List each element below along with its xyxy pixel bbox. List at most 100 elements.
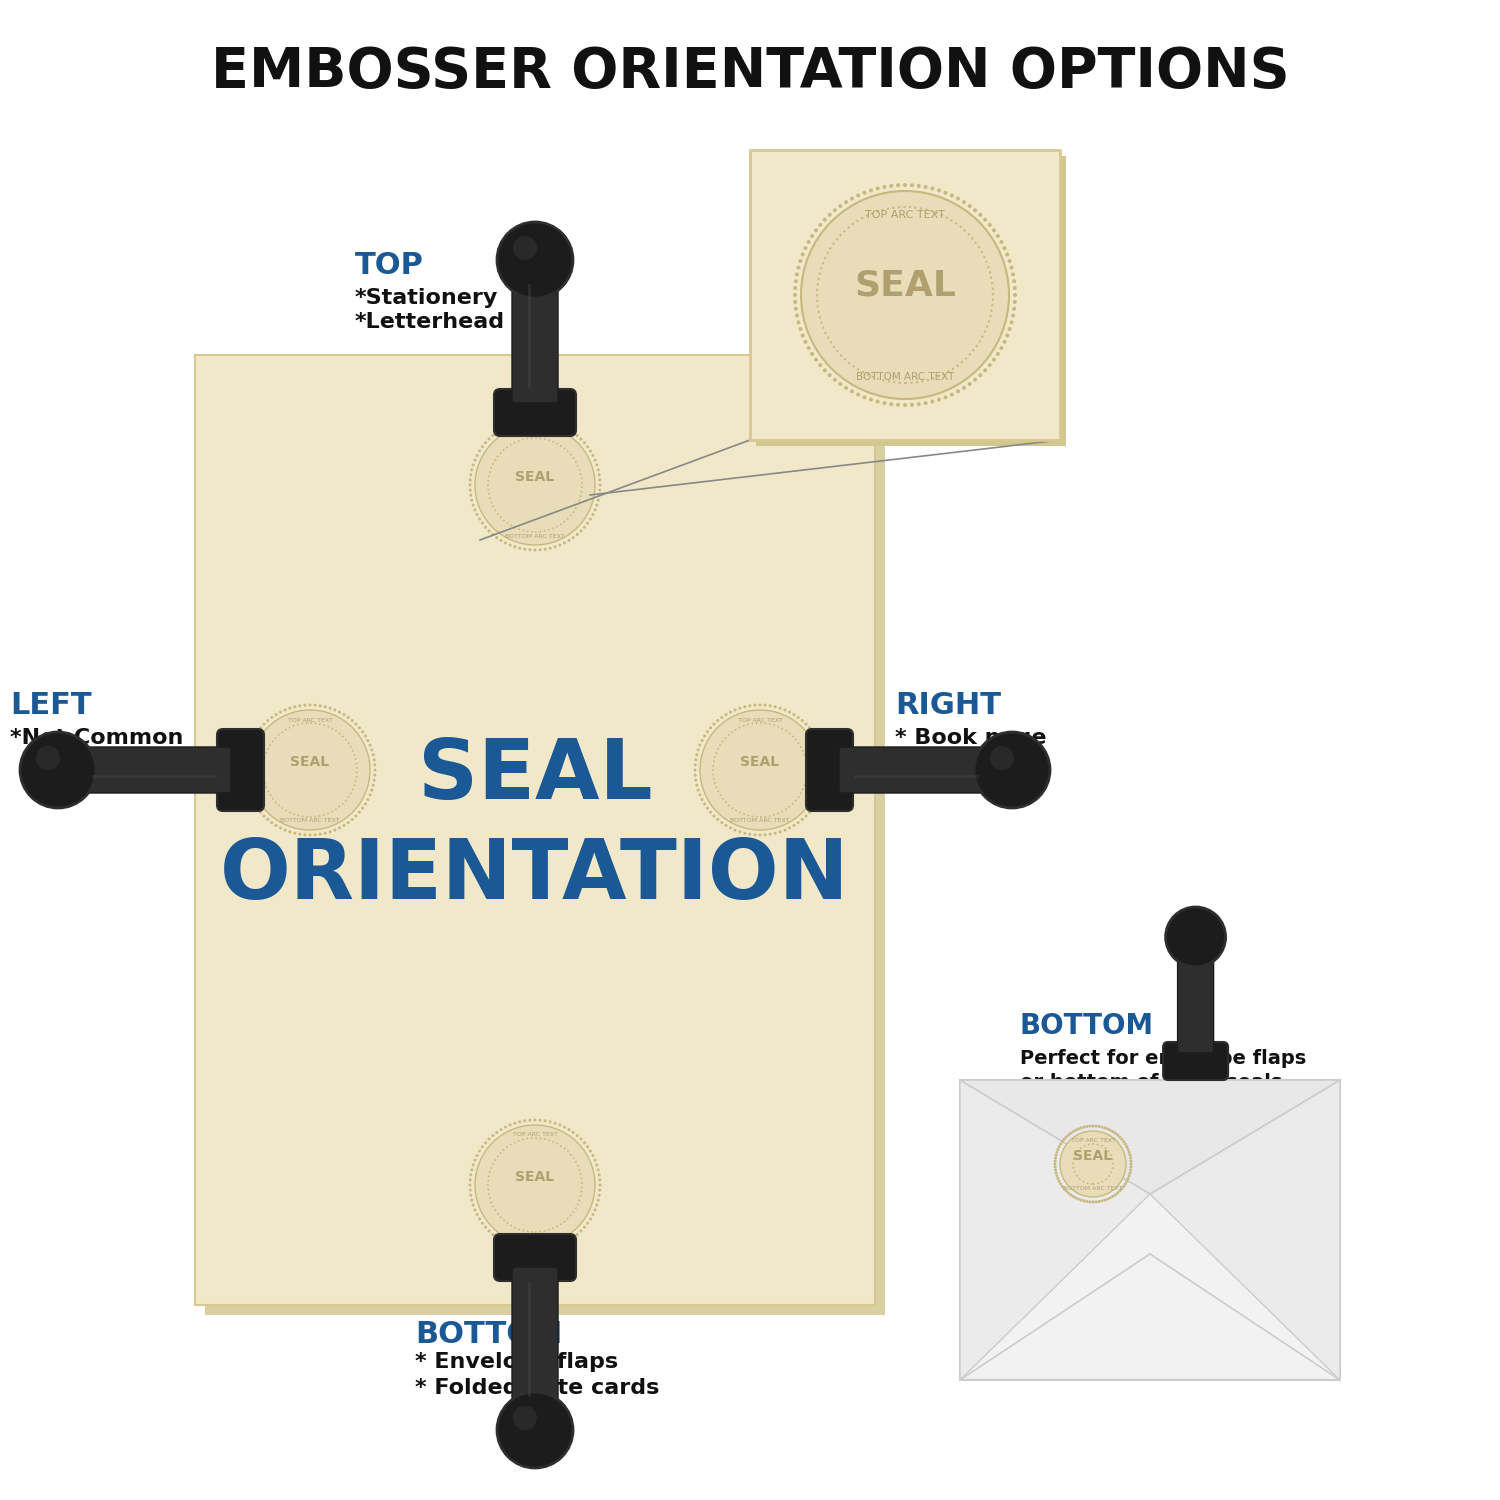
Circle shape bbox=[1102, 1126, 1106, 1130]
Circle shape bbox=[1053, 1162, 1056, 1166]
Text: TOP: TOP bbox=[356, 251, 424, 280]
Circle shape bbox=[801, 818, 804, 821]
Text: SEAL: SEAL bbox=[1074, 1149, 1113, 1162]
Circle shape bbox=[251, 798, 254, 801]
Circle shape bbox=[1008, 260, 1011, 262]
Circle shape bbox=[549, 1246, 552, 1250]
Circle shape bbox=[720, 716, 723, 718]
Circle shape bbox=[584, 1226, 586, 1228]
Circle shape bbox=[513, 1245, 516, 1248]
Circle shape bbox=[693, 764, 696, 766]
Circle shape bbox=[246, 789, 249, 792]
Circle shape bbox=[1125, 1180, 1128, 1184]
Circle shape bbox=[818, 363, 822, 368]
Circle shape bbox=[279, 827, 282, 830]
Circle shape bbox=[768, 705, 771, 708]
Circle shape bbox=[1062, 1138, 1065, 1142]
Circle shape bbox=[753, 704, 756, 706]
Text: BOTTOM: BOTTOM bbox=[416, 1320, 562, 1348]
Circle shape bbox=[267, 818, 270, 821]
Circle shape bbox=[1070, 1132, 1072, 1136]
Circle shape bbox=[594, 1209, 597, 1212]
Circle shape bbox=[500, 538, 502, 542]
Circle shape bbox=[579, 1137, 582, 1140]
Circle shape bbox=[795, 314, 800, 318]
Circle shape bbox=[372, 759, 375, 762]
Circle shape bbox=[1089, 1200, 1092, 1203]
Circle shape bbox=[482, 522, 484, 525]
Circle shape bbox=[810, 234, 814, 238]
Circle shape bbox=[476, 424, 596, 544]
Circle shape bbox=[476, 1214, 478, 1216]
Circle shape bbox=[354, 815, 357, 818]
FancyBboxPatch shape bbox=[206, 364, 885, 1316]
Circle shape bbox=[1013, 292, 1017, 297]
Circle shape bbox=[839, 382, 843, 386]
Circle shape bbox=[596, 1164, 598, 1167]
Circle shape bbox=[1060, 1185, 1064, 1188]
Text: SEAL: SEAL bbox=[516, 470, 555, 484]
Circle shape bbox=[538, 419, 542, 422]
Circle shape bbox=[528, 1119, 531, 1122]
Circle shape bbox=[1060, 1131, 1126, 1197]
Circle shape bbox=[484, 441, 488, 444]
Text: * Book page: * Book page bbox=[896, 728, 1047, 748]
Circle shape bbox=[944, 396, 948, 399]
Text: SEAL: SEAL bbox=[853, 268, 956, 302]
Circle shape bbox=[696, 748, 699, 752]
Circle shape bbox=[554, 1245, 556, 1248]
Circle shape bbox=[476, 454, 478, 458]
Circle shape bbox=[370, 748, 374, 752]
Circle shape bbox=[828, 213, 831, 217]
Circle shape bbox=[598, 1184, 602, 1186]
Circle shape bbox=[1122, 1140, 1125, 1143]
Circle shape bbox=[700, 710, 820, 830]
Circle shape bbox=[598, 478, 602, 482]
Circle shape bbox=[1116, 1134, 1119, 1137]
Circle shape bbox=[374, 774, 376, 777]
Circle shape bbox=[938, 398, 940, 402]
Circle shape bbox=[474, 1209, 477, 1212]
Circle shape bbox=[974, 378, 976, 382]
Circle shape bbox=[804, 246, 807, 250]
Circle shape bbox=[249, 794, 252, 796]
Circle shape bbox=[468, 1184, 471, 1186]
Text: SEAL: SEAL bbox=[417, 735, 652, 816]
Circle shape bbox=[509, 543, 512, 546]
Circle shape bbox=[694, 778, 698, 782]
Circle shape bbox=[538, 549, 542, 552]
Circle shape bbox=[850, 390, 853, 393]
Circle shape bbox=[1070, 1192, 1072, 1196]
Circle shape bbox=[342, 824, 345, 827]
Circle shape bbox=[519, 1246, 522, 1250]
Circle shape bbox=[804, 815, 807, 818]
Text: *Not Common: *Not Common bbox=[10, 728, 183, 748]
Circle shape bbox=[513, 422, 516, 424]
Circle shape bbox=[249, 744, 252, 747]
Circle shape bbox=[572, 430, 574, 433]
Text: BOTTOM ARC TEXT: BOTTOM ARC TEXT bbox=[856, 372, 954, 382]
FancyBboxPatch shape bbox=[512, 1268, 558, 1413]
Circle shape bbox=[812, 807, 814, 810]
Circle shape bbox=[796, 716, 800, 718]
Circle shape bbox=[244, 759, 248, 762]
Circle shape bbox=[474, 459, 477, 462]
Text: ORIENTATION: ORIENTATION bbox=[220, 834, 849, 915]
Circle shape bbox=[324, 831, 327, 834]
FancyBboxPatch shape bbox=[494, 388, 576, 436]
Circle shape bbox=[1080, 1126, 1083, 1130]
Circle shape bbox=[346, 716, 350, 718]
Circle shape bbox=[528, 1248, 531, 1251]
Circle shape bbox=[1101, 1125, 1104, 1128]
Circle shape bbox=[538, 1119, 542, 1122]
Circle shape bbox=[1065, 1190, 1068, 1192]
Circle shape bbox=[978, 374, 982, 376]
Circle shape bbox=[824, 764, 827, 766]
Circle shape bbox=[243, 764, 246, 766]
Circle shape bbox=[1120, 1186, 1124, 1190]
Circle shape bbox=[351, 718, 354, 722]
Circle shape bbox=[1060, 1140, 1064, 1143]
Circle shape bbox=[597, 1173, 600, 1176]
Circle shape bbox=[1092, 1125, 1095, 1128]
Circle shape bbox=[267, 718, 270, 722]
